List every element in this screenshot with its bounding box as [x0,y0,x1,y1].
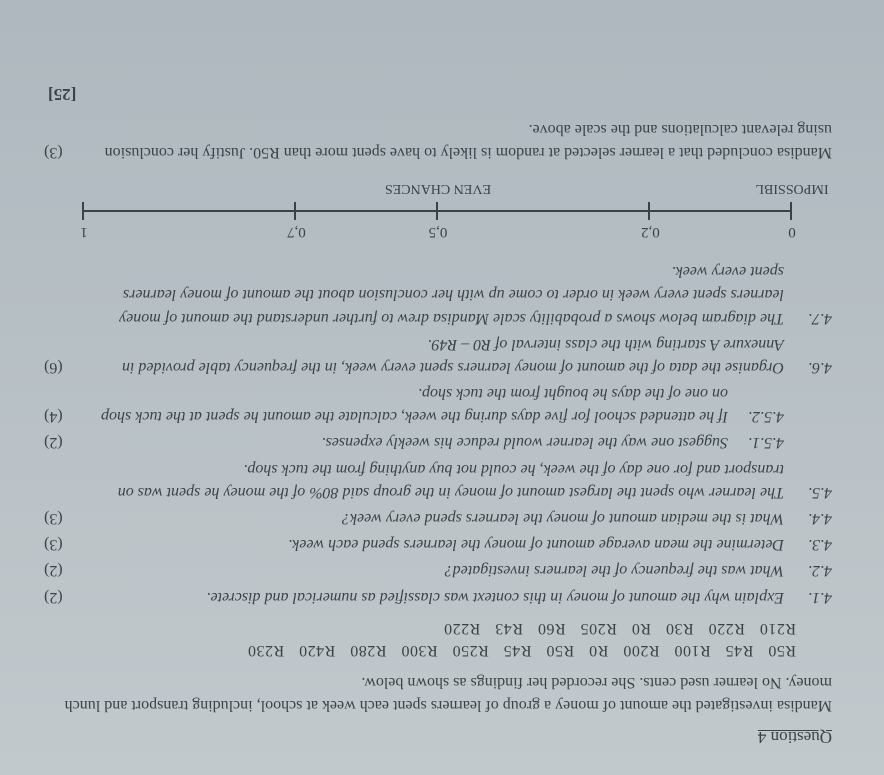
question-list: 4.1.Explain why the amount of money in t… [44,260,832,609]
question-number: 4.3. [784,533,832,556]
question-text: Explain why the amount of money in this … [84,585,784,608]
intro-text: Mandisa investigated the amount of money… [44,671,832,717]
scale-tick-label: 0,2 [641,223,660,240]
question-heading: Question 4 [44,727,832,747]
question-marks: (6) [44,333,84,379]
question-number: 4.4. [784,507,832,530]
question-text: Organise the data of the amount of money… [84,333,784,379]
question-item: 4.5.2.If he attended school for five day… [44,382,832,428]
question-text: The learner who spent the largest amount… [84,458,784,504]
question-number: 4.5.2. [728,382,784,428]
question-marks: (2) [44,431,84,454]
scale-tick [294,202,296,220]
total-marks: [25] [44,84,832,104]
question-marks: (4) [44,382,84,428]
question-marks: (3) [44,507,84,530]
question-number: 4.2. [784,559,832,582]
question-item: 4.7.The diagram below shows a probabilit… [44,260,832,330]
scale-tick [82,202,84,220]
question-text: The diagram below shows a probability sc… [84,260,784,330]
scale-tick [648,202,650,220]
question-text: What is the median amount of money the l… [84,507,784,530]
question-number: 4.7. [784,260,832,330]
probability-scale: 0IMPOSSIBL0,20,5EVEN CHANCES0,71 [44,210,832,212]
scale-tick [436,202,438,220]
scale-line: 0IMPOSSIBL0,20,5EVEN CHANCES0,71 [84,210,792,212]
scale-tick-label: 0,5 [429,223,448,240]
question-marks [44,458,84,504]
question-item: 4.3.Determine the mean average amount of… [44,533,832,556]
data-row-1: R50 R45 R100 R200 R0 R50 R45 R250 R300 R… [44,641,832,659]
question-number: 4.6. [784,333,832,379]
question-marks: (2) [44,585,84,608]
question-item: 4.4.What is the median amount of money t… [44,507,832,530]
question-number: 4.1. [784,585,832,608]
question-marks: (3) [44,533,84,556]
question-number: 4.5. [784,458,832,504]
page: Question 4 Mandisa investigated the amou… [0,0,884,775]
question-item: 4.6.Organise the data of the amount of m… [44,333,832,379]
question-marks: (2) [44,559,84,582]
question-text: Determine the mean average amount of mon… [84,533,784,556]
scale-tick-label: 0 [788,223,796,240]
question-text: Suggest one way the learner would reduce… [84,431,728,454]
question-item: 4.1.Explain why the amount of money in t… [44,585,832,608]
question-marks [44,260,84,330]
question-text: What was the frequency of the learners i… [84,559,784,582]
conclusion-block: Mandisa concluded that a learner selecte… [44,118,832,164]
scale-word-label: IMPOSSIBL [755,180,828,196]
question-number: 4.5.1. [728,431,784,454]
question-item: 4.5.The learner who spent the largest am… [44,458,832,504]
question-item: 4.5.1.Suggest one way the learner would … [44,431,832,454]
data-row-2: R210 R220 R30 R0 R205 R60 R43 R220 [44,619,832,637]
scale-tick-label: 1 [80,223,88,240]
scale-word-label: EVEN CHANCES [385,180,491,196]
scale-tick [790,202,792,220]
question-text: If he attended school for five days duri… [84,382,728,428]
conclusion-text: Mandisa concluded that a learner selecte… [84,118,832,164]
scale-tick-label: 0,7 [287,223,306,240]
conclusion-marks: (3) [44,118,84,164]
question-item: 4.2.What was the frequency of the learne… [44,559,832,582]
